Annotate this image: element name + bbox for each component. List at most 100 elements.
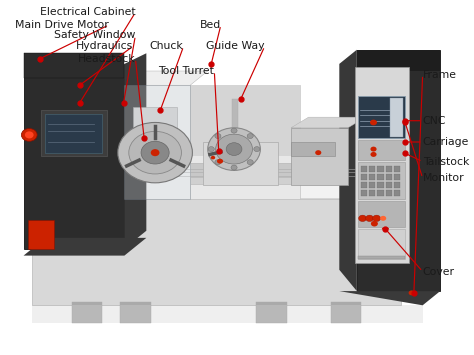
Circle shape	[254, 147, 260, 152]
Polygon shape	[124, 53, 146, 248]
Polygon shape	[291, 117, 365, 128]
Polygon shape	[137, 163, 374, 178]
Bar	[358, 140, 405, 160]
Text: Hydraulics: Hydraulics	[76, 41, 133, 51]
Polygon shape	[120, 302, 151, 323]
Bar	[386, 190, 392, 196]
Circle shape	[215, 133, 221, 138]
Polygon shape	[291, 142, 335, 156]
Circle shape	[25, 131, 34, 138]
Polygon shape	[330, 302, 361, 305]
Circle shape	[118, 122, 192, 183]
Polygon shape	[339, 291, 440, 305]
Polygon shape	[32, 199, 401, 305]
Polygon shape	[124, 85, 190, 199]
Polygon shape	[256, 302, 287, 323]
Polygon shape	[256, 302, 287, 305]
Circle shape	[371, 147, 376, 152]
Text: Bed: Bed	[200, 20, 221, 30]
Polygon shape	[72, 302, 102, 323]
Circle shape	[371, 221, 378, 226]
Circle shape	[380, 216, 386, 221]
Bar	[377, 174, 383, 180]
Circle shape	[215, 160, 221, 165]
Text: Safety Window: Safety Window	[54, 31, 136, 40]
Polygon shape	[24, 64, 124, 248]
Text: Tool Turret: Tool Turret	[158, 66, 214, 76]
Bar	[394, 166, 400, 172]
Polygon shape	[120, 302, 151, 305]
Circle shape	[365, 215, 374, 222]
Polygon shape	[24, 238, 146, 256]
Bar	[46, 114, 102, 153]
Circle shape	[247, 160, 253, 165]
Polygon shape	[190, 85, 300, 156]
Polygon shape	[203, 142, 278, 185]
Bar	[386, 182, 392, 188]
Circle shape	[409, 290, 415, 295]
Circle shape	[208, 147, 214, 152]
Bar	[377, 182, 383, 188]
Bar	[358, 256, 405, 259]
Text: CNC: CNC	[423, 116, 446, 126]
Polygon shape	[330, 302, 361, 323]
Polygon shape	[232, 99, 238, 142]
Bar	[369, 166, 375, 172]
Text: Main Drive Motor: Main Drive Motor	[15, 20, 109, 30]
Bar	[358, 201, 405, 227]
Polygon shape	[32, 178, 423, 199]
Bar	[41, 110, 107, 156]
Circle shape	[231, 128, 237, 133]
Text: Frame: Frame	[423, 70, 456, 80]
Bar	[390, 98, 403, 137]
Circle shape	[382, 226, 389, 232]
Bar	[361, 190, 367, 196]
Circle shape	[315, 150, 321, 155]
Circle shape	[216, 134, 253, 164]
Circle shape	[217, 159, 223, 164]
Circle shape	[151, 149, 159, 156]
Bar	[133, 106, 177, 149]
Text: Tailstock: Tailstock	[423, 157, 469, 166]
Polygon shape	[291, 128, 348, 185]
Circle shape	[371, 152, 376, 157]
Bar	[355, 67, 410, 263]
Circle shape	[231, 165, 237, 170]
Circle shape	[208, 128, 260, 170]
Bar	[369, 174, 375, 180]
Polygon shape	[190, 85, 300, 199]
Bar	[394, 182, 400, 188]
Bar	[394, 174, 400, 180]
Polygon shape	[137, 170, 374, 185]
Bar	[394, 190, 400, 196]
Text: Cover: Cover	[423, 267, 455, 277]
Text: Electrical Cabinet: Electrical Cabinet	[40, 7, 136, 17]
Circle shape	[226, 143, 242, 155]
Polygon shape	[339, 50, 357, 291]
Polygon shape	[24, 53, 124, 78]
Bar	[386, 166, 392, 172]
Text: Chuck: Chuck	[150, 41, 183, 51]
Text: Carriage: Carriage	[423, 137, 469, 147]
Text: Headstock: Headstock	[78, 54, 136, 64]
Bar	[361, 182, 367, 188]
Bar	[28, 220, 54, 248]
Circle shape	[141, 141, 169, 164]
Polygon shape	[124, 71, 208, 85]
Circle shape	[370, 120, 377, 125]
Polygon shape	[32, 305, 423, 323]
Bar	[358, 162, 405, 199]
Text: Monitor: Monitor	[423, 173, 464, 183]
Bar	[361, 174, 367, 180]
Bar	[358, 229, 405, 259]
Bar	[377, 166, 383, 172]
Polygon shape	[72, 302, 102, 305]
Bar	[369, 182, 375, 188]
Bar	[361, 166, 367, 172]
Bar	[369, 190, 375, 196]
Circle shape	[211, 156, 215, 159]
Circle shape	[129, 131, 182, 174]
Circle shape	[359, 215, 366, 222]
Circle shape	[373, 215, 381, 222]
Circle shape	[247, 133, 253, 138]
